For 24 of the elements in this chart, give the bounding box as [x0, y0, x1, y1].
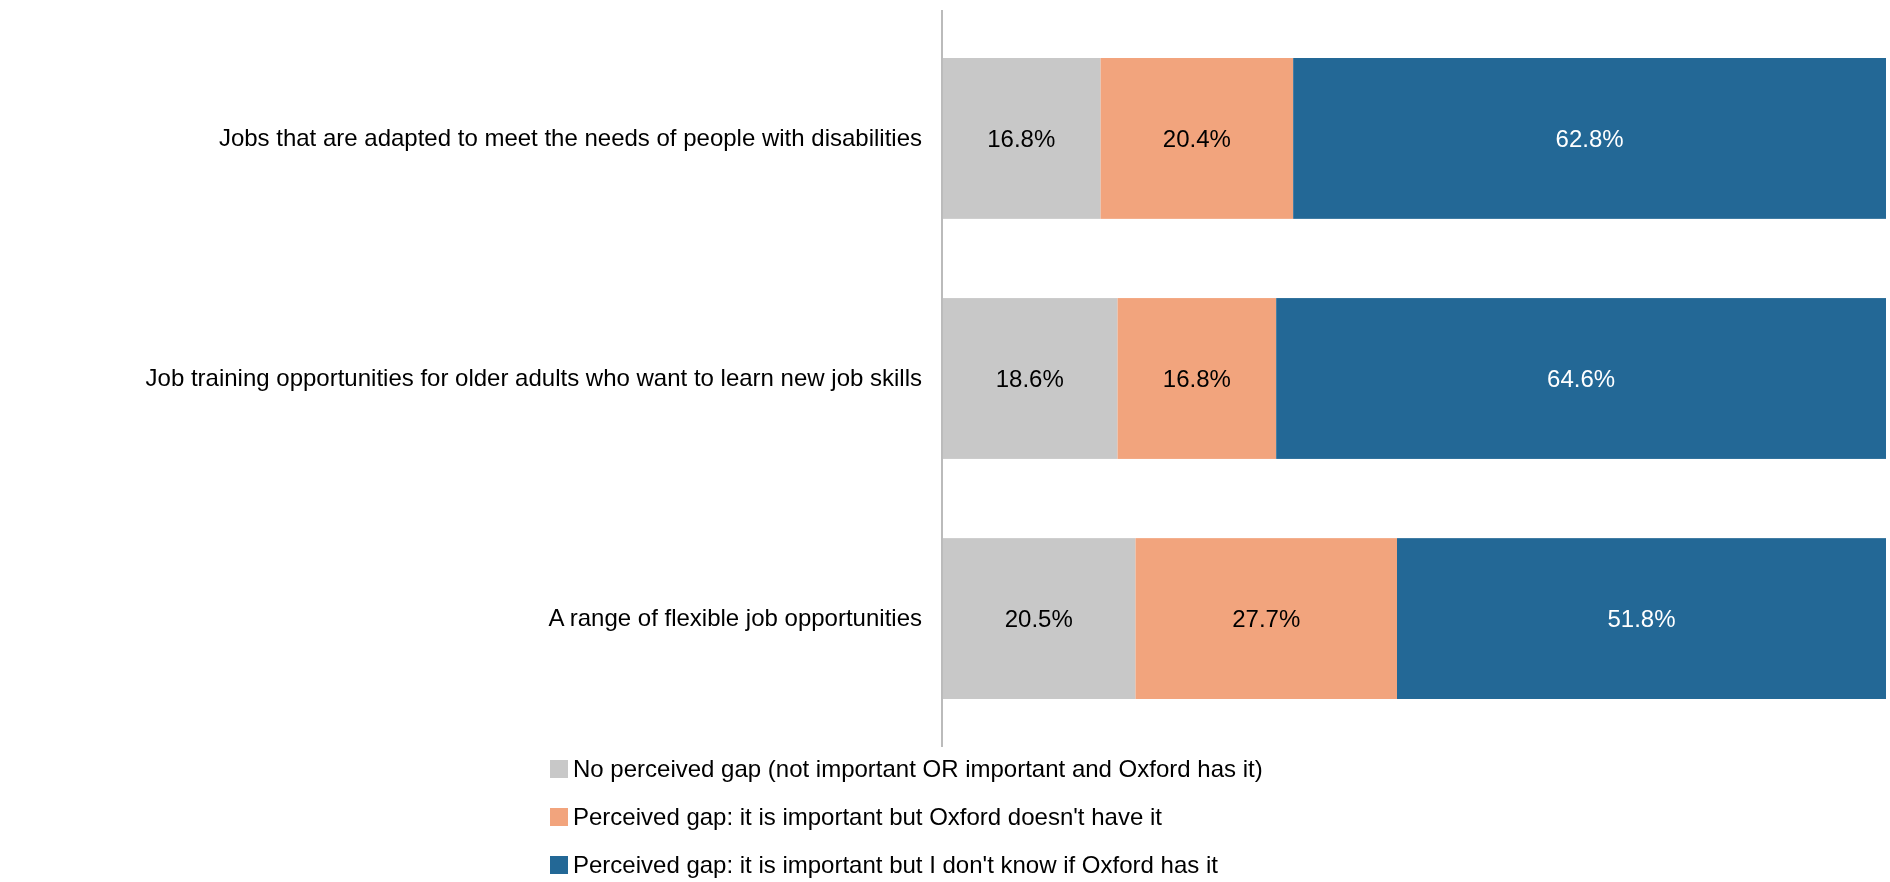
data-label: 27.7%: [1232, 604, 1301, 632]
bar: [942, 58, 1101, 219]
y-tick-label: Job training opportunities for older adults who want to learn new job skills: [145, 364, 922, 392]
legend-label: Perceived gap: it is important but Oxford doesn't have it: [573, 803, 1163, 831]
y-tick-label: A range of flexible job opportunities: [548, 604, 922, 632]
bar: [1397, 538, 1886, 699]
bar: [1100, 58, 1294, 219]
bar: [942, 298, 1118, 459]
bar: [1117, 298, 1277, 459]
data-label: 64.6%: [1547, 364, 1616, 392]
data-label: 20.4%: [1162, 124, 1231, 152]
y-tick-label: Jobs that are adapted to meet the needs of people with disabilities: [218, 124, 922, 152]
legend-label: Perceived gap: it is important but I don't know if Oxford has it: [573, 851, 1219, 879]
bar: [1135, 538, 1398, 699]
data-label: 51.8%: [1607, 604, 1676, 632]
data-label: 16.8%: [1162, 364, 1231, 392]
bar: [942, 538, 1136, 699]
data-label: 20.5%: [1004, 604, 1073, 632]
bar: [1293, 58, 1886, 219]
data-label: 18.6%: [995, 364, 1064, 392]
bar: [1276, 298, 1886, 459]
data-label: 62.8%: [1555, 124, 1624, 152]
legend-label: No perceived gap (not important OR important and Oxford has it): [573, 755, 1263, 783]
data-label: 16.8%: [987, 124, 1056, 152]
